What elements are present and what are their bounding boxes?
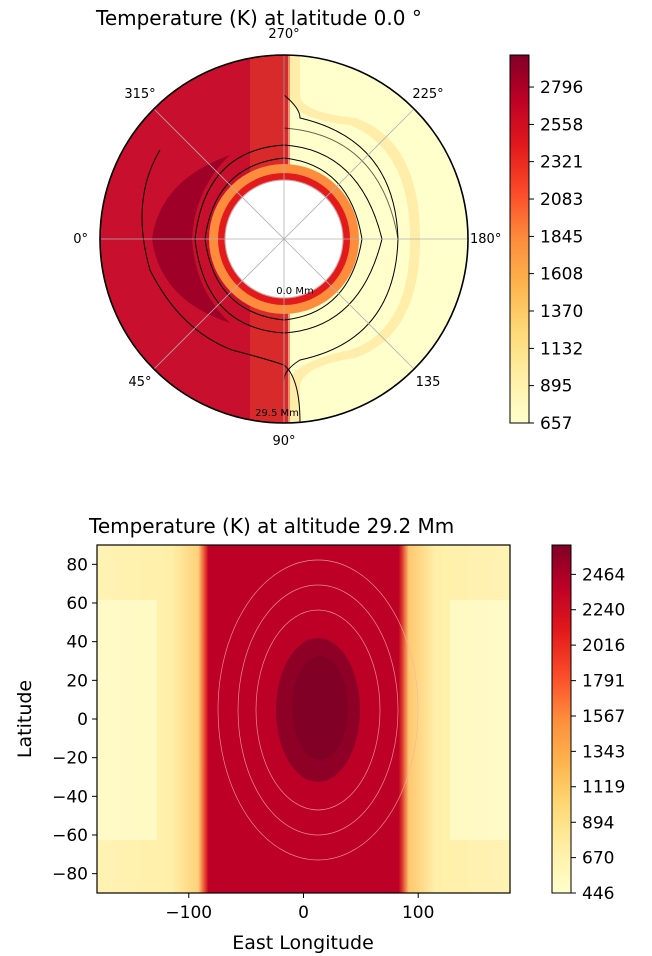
polar-colorbar-bar [509,54,530,424]
map-colorbar-bar [551,544,572,894]
angle-label-135: 135 [416,375,441,390]
polar-inner-ring [224,179,344,299]
map-title: Temperature (K) at altitude 29.2 Mm [88,514,454,538]
cb2-tick-label: 894 [582,813,614,833]
cb2-tick-label: 2016 [582,636,625,656]
angle-label-180: 180° [470,232,501,247]
cb2-tick-label: 1119 [582,778,625,798]
day-side-warm-band [288,55,420,423]
y-tick-label: 0 [77,710,88,730]
cb1-tick-label: 1845 [540,227,583,247]
cb1-tick-label: 895 [540,377,572,397]
map-heatmap [97,545,510,893]
polar-colorbar-ticks: 2796 2558 2321 2083 1845 1608 1370 1132 895 657 [529,78,583,434]
map-ylabel: Latitude [14,680,36,758]
y-tick-label: −20 [52,749,88,769]
y-tick-label: −80 [52,865,88,885]
cb1-tick-label: 2321 [540,153,583,173]
y-tick-label: 60 [66,594,88,614]
cb1-tick-label: 2558 [540,115,583,135]
polar-panel: Temperature (K) at latitude 0.0 ° [73,6,583,449]
x-tick-label: −100 [165,903,212,923]
cb1-tick-label: 2083 [540,190,583,210]
radius-label-inner: 0.0 Mm [276,286,313,297]
cb1-tick-label: 1132 [540,339,583,359]
y-tick-label: 80 [66,555,88,575]
cb2-tick-label: 670 [582,849,614,869]
angle-label-270: 270° [268,27,299,42]
cb2-tick-label: 446 [582,884,614,904]
cb1-tick-label: 2796 [540,78,583,98]
map-xlabel: East Longitude [232,932,374,954]
angle-label-90: 90° [272,434,295,449]
cb2-tick-label: 1567 [582,707,625,727]
night-side-pale-band-right [450,600,510,840]
hotspot-contours [217,559,419,861]
y-tick-label: 20 [66,671,88,691]
x-tick-label: 100 [402,903,434,923]
hotspot-core [292,656,348,760]
map-axes: −100 0 100 80 60 40 20 0 −20 −40 −60 −80 [52,555,434,923]
cb2-tick-label: 2240 [582,601,625,621]
map-panel: Temperature (K) at altitude 29.2 Mm −100… [14,514,625,954]
polar-angle-labels: 270° 225° 180° 135 90° 45° 0° 315° [73,27,501,449]
cb2-tick-label: 1791 [582,672,625,692]
x-tick-label: 0 [298,903,309,923]
angle-label-45: 45° [128,375,151,390]
angle-label-225: 225° [412,87,443,102]
y-tick-label: 40 [66,633,88,653]
polar-title: Temperature (K) at latitude 0.0 ° [95,6,422,30]
radius-label-outer: 29.5 Mm [255,408,299,419]
map-colorbar-ticks: 2464 2240 2016 1791 1567 1343 1119 894 670 446 [571,565,625,904]
cb2-tick-label: 1343 [582,742,625,762]
angle-label-0: 0° [73,232,88,247]
map-colorbar: 2464 2240 2016 1791 1567 1343 1119 894 670 446 [551,544,625,904]
y-tick-label: −40 [52,787,88,807]
polar-grid [100,55,468,423]
y-tick-label: −60 [52,826,88,846]
cb2-tick-label: 2464 [582,565,625,585]
night-side-pale-band-left [97,600,157,840]
cb1-tick-label: 1370 [540,302,583,322]
cb1-tick-label: 1608 [540,265,583,285]
polar-outer-ring [99,54,469,424]
angle-label-315: 315° [124,87,155,102]
polar-colorbar: 2796 2558 2321 2083 1845 1608 1370 1132 895 657 [509,54,583,434]
cb1-tick-label: 657 [540,414,572,434]
